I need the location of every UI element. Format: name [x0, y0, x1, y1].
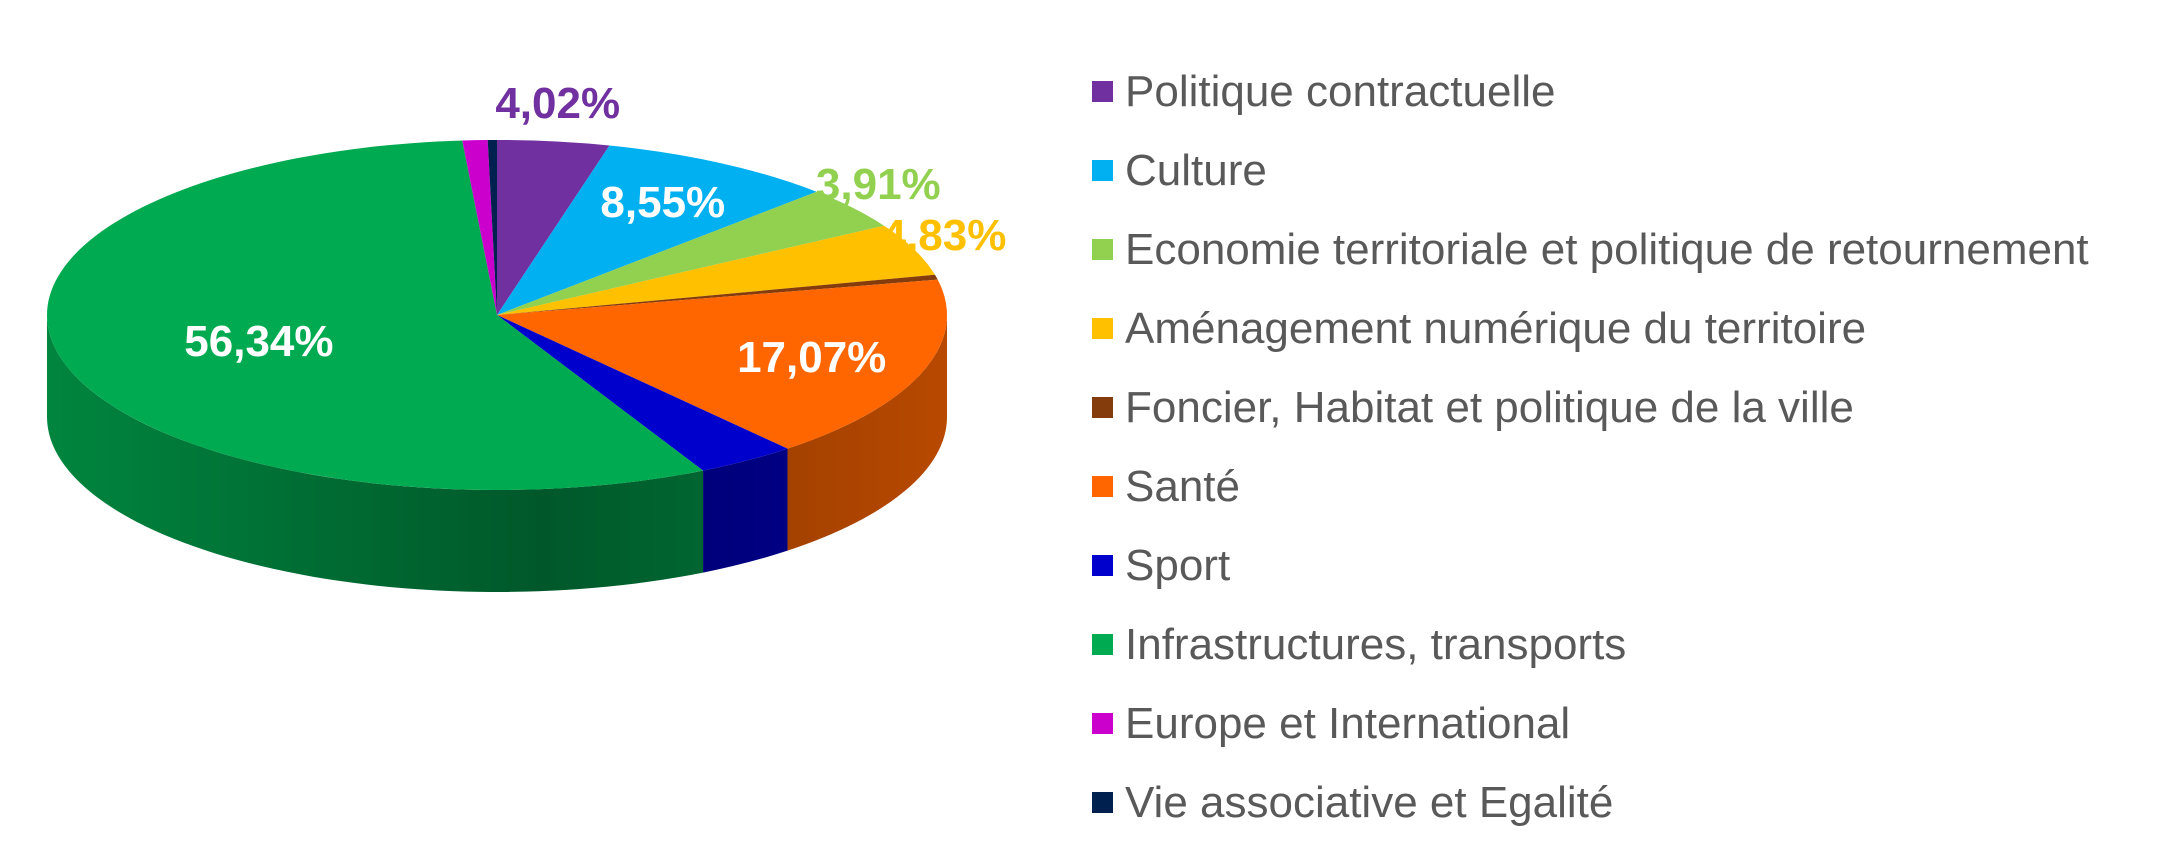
pie-slice-0 [497, 140, 610, 315]
legend-label: Foncier, Habitat et politique de la vill… [1125, 382, 1854, 432]
legend-swatch [1092, 239, 1113, 260]
legend-label: Vie associative et Egalité [1125, 777, 1614, 827]
pie-slice-4 [497, 274, 938, 315]
legend-item: Aménagement numérique du territoire [1092, 289, 2152, 368]
legend: Politique contractuelle Culture Economie t… [1092, 52, 2152, 842]
data-label-7: 56,34% [184, 317, 333, 366]
pie-top [46, 140, 947, 491]
legend-item: Economie territoriale et politique de re… [1092, 210, 2152, 289]
legend-item: Vie associative et Egalité [1092, 763, 2152, 842]
pie-sides [46, 315, 947, 592]
pie-slice-6 [497, 315, 788, 471]
legend-item: Europe et International [1092, 684, 2152, 763]
legend-item: Sport [1092, 526, 2152, 605]
pie-labels: 4,02% 8,55% 3,91%4,83% 17,07% 56,34% [184, 79, 1006, 382]
legend-swatch [1092, 397, 1113, 418]
pie-side-7 [46, 315, 704, 592]
legend-swatch [1092, 81, 1113, 102]
legend-label: Infrastructures, transports [1125, 619, 1627, 669]
data-label-5: 17,07% [737, 333, 886, 382]
pie-slice-8 [462, 140, 497, 315]
legend-swatch [1092, 792, 1113, 813]
pie-slice-9 [487, 140, 497, 315]
legend-item: Foncier, Habitat et politique de la vill… [1092, 368, 2152, 447]
data-label-2: 3,91% [816, 160, 941, 209]
pie-slice-3 [497, 225, 935, 315]
legend-label: Europe et International [1125, 698, 1571, 748]
legend-item: Culture [1092, 131, 2152, 210]
legend-swatch [1092, 713, 1113, 734]
data-label-0: 4,02% [495, 79, 620, 128]
legend-swatch [1092, 555, 1113, 576]
legend-item: Politique contractuelle [1092, 52, 2152, 131]
pie-slice-1 [497, 145, 817, 315]
legend-label: Culture [1125, 145, 1267, 195]
legend-item: Infrastructures, transports [1092, 605, 2152, 684]
pie-slice-5 [497, 279, 947, 449]
legend-item: Santé [1092, 447, 2152, 526]
legend-swatch [1092, 634, 1113, 655]
legend-label: Aménagement numérique du territoire [1125, 303, 1867, 353]
legend-label: Santé [1125, 461, 1240, 511]
pie-chart: 4,02% 8,55% 3,91%4,83% 17,07% 56,34% [46, 79, 1006, 592]
pie-slice-2 [497, 191, 885, 315]
legend-label: Politique contractuelle [1125, 66, 1556, 116]
pie-slice-7 [46, 140, 704, 491]
legend-swatch [1092, 476, 1113, 497]
data-label-1: 8,55% [600, 178, 725, 227]
data-label-3: 4,83% [882, 211, 1007, 260]
pie-side-5 [787, 315, 947, 551]
legend-label: Sport [1125, 540, 1231, 590]
pie-side-6 [703, 448, 788, 573]
legend-swatch [1092, 318, 1113, 339]
legend-swatch [1092, 160, 1113, 181]
legend-label: Economie territoriale et politique de re… [1125, 224, 2089, 274]
